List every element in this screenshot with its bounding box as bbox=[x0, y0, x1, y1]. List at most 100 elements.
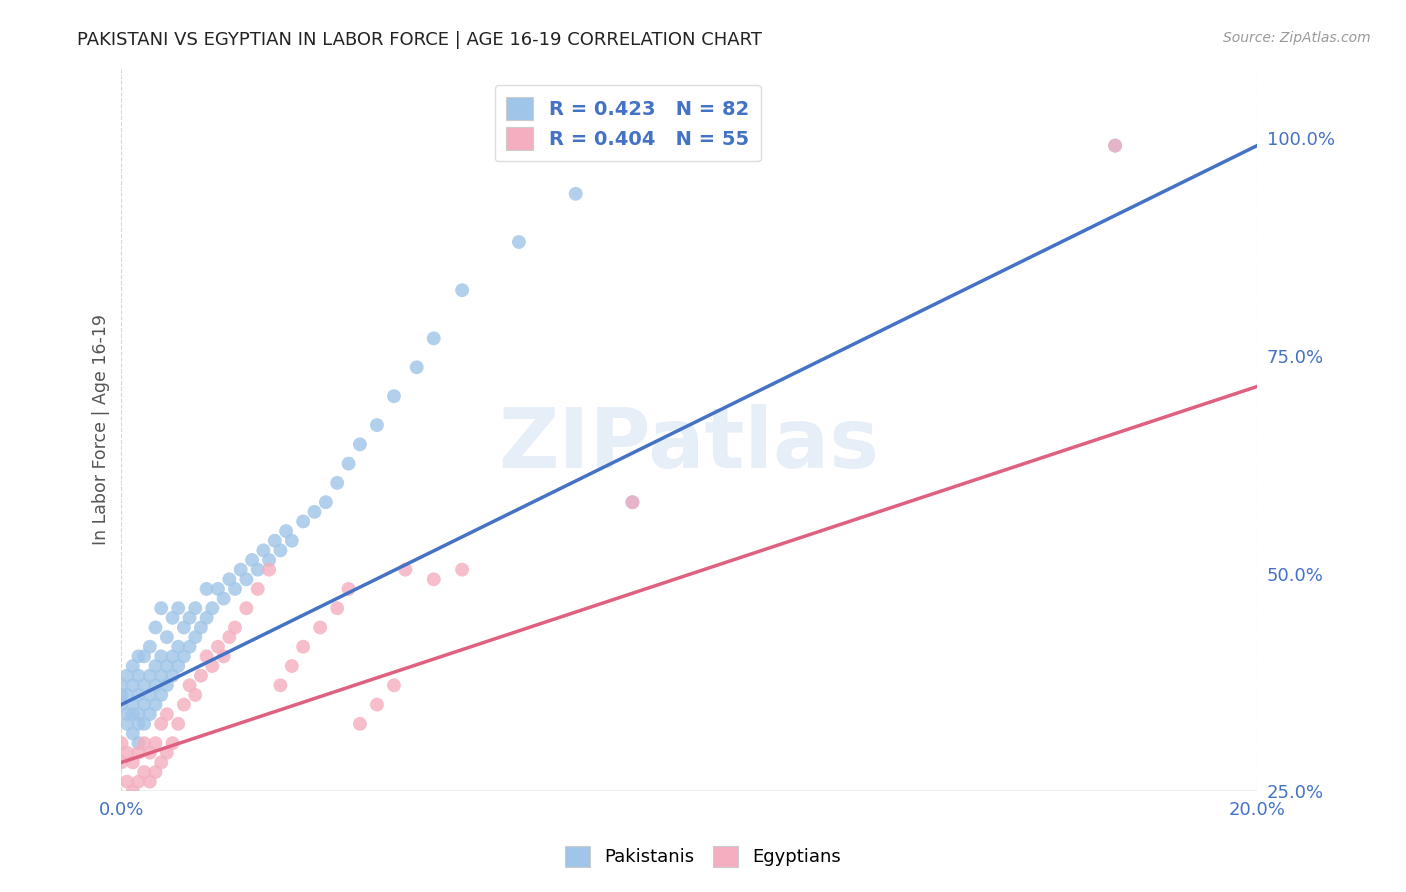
Point bbox=[394, 563, 416, 577]
Point bbox=[127, 649, 149, 664]
Point bbox=[115, 707, 138, 722]
Point bbox=[145, 698, 167, 712]
Point bbox=[240, 553, 263, 567]
Point bbox=[110, 688, 132, 702]
Point bbox=[162, 611, 184, 625]
Point bbox=[179, 678, 201, 692]
Point bbox=[121, 707, 143, 722]
Point bbox=[121, 659, 143, 673]
Point bbox=[134, 716, 156, 731]
Point bbox=[292, 640, 315, 654]
Point bbox=[201, 601, 224, 615]
Point bbox=[127, 746, 149, 760]
Point bbox=[145, 678, 167, 692]
Text: Source: ZipAtlas.com: Source: ZipAtlas.com bbox=[1223, 31, 1371, 45]
Point bbox=[621, 495, 644, 509]
Point bbox=[212, 591, 235, 606]
Point bbox=[224, 582, 246, 596]
Legend: Pakistanis, Egyptians: Pakistanis, Egyptians bbox=[558, 838, 848, 874]
Point bbox=[212, 649, 235, 664]
Point bbox=[246, 563, 269, 577]
Point bbox=[451, 563, 474, 577]
Point bbox=[235, 601, 257, 615]
Point bbox=[139, 746, 162, 760]
Point bbox=[195, 611, 218, 625]
Point bbox=[281, 533, 304, 548]
Point bbox=[156, 659, 179, 673]
Point bbox=[263, 533, 285, 548]
Point bbox=[145, 659, 167, 673]
Point bbox=[366, 418, 388, 433]
Point bbox=[269, 543, 291, 558]
Point bbox=[252, 543, 274, 558]
Point bbox=[173, 649, 195, 664]
Point bbox=[121, 698, 143, 712]
Point bbox=[195, 582, 218, 596]
Point bbox=[121, 756, 143, 770]
Point bbox=[257, 553, 280, 567]
Point bbox=[145, 736, 167, 750]
Point bbox=[349, 437, 371, 451]
Point bbox=[422, 331, 444, 345]
Point bbox=[156, 746, 179, 760]
Point bbox=[127, 736, 149, 750]
Point bbox=[195, 649, 218, 664]
Point bbox=[451, 283, 474, 297]
Point bbox=[121, 784, 143, 798]
Point bbox=[274, 524, 297, 538]
Point bbox=[229, 563, 252, 577]
Point bbox=[150, 668, 173, 682]
Point bbox=[218, 630, 240, 644]
Point bbox=[121, 726, 143, 740]
Point bbox=[156, 678, 179, 692]
Point bbox=[110, 756, 132, 770]
Point bbox=[173, 620, 195, 634]
Point bbox=[382, 678, 405, 692]
Point bbox=[127, 774, 149, 789]
Point bbox=[304, 505, 326, 519]
Point bbox=[150, 649, 173, 664]
Point bbox=[167, 716, 190, 731]
Point bbox=[150, 601, 173, 615]
Point bbox=[326, 601, 349, 615]
Point bbox=[167, 601, 190, 615]
Point bbox=[337, 582, 360, 596]
Point bbox=[246, 582, 269, 596]
Y-axis label: In Labor Force | Age 16-19: In Labor Force | Age 16-19 bbox=[93, 314, 110, 545]
Point bbox=[162, 649, 184, 664]
Point bbox=[508, 235, 530, 249]
Point bbox=[422, 572, 444, 586]
Point bbox=[115, 716, 138, 731]
Point bbox=[145, 620, 167, 634]
Point bbox=[139, 688, 162, 702]
Point bbox=[269, 678, 291, 692]
Point bbox=[127, 707, 149, 722]
Point bbox=[207, 640, 229, 654]
Point bbox=[184, 601, 207, 615]
Point bbox=[179, 611, 201, 625]
Point bbox=[134, 764, 156, 779]
Point bbox=[1104, 138, 1126, 153]
Point bbox=[115, 688, 138, 702]
Point bbox=[139, 640, 162, 654]
Point bbox=[127, 668, 149, 682]
Point bbox=[127, 804, 149, 818]
Point bbox=[156, 630, 179, 644]
Legend: R = 0.423   N = 82, R = 0.404   N = 55: R = 0.423 N = 82, R = 0.404 N = 55 bbox=[495, 86, 761, 161]
Point bbox=[167, 640, 190, 654]
Point bbox=[1104, 138, 1126, 153]
Point bbox=[127, 716, 149, 731]
Point bbox=[257, 563, 280, 577]
Point bbox=[115, 668, 138, 682]
Point bbox=[382, 389, 405, 403]
Point bbox=[349, 716, 371, 731]
Point bbox=[201, 659, 224, 673]
Point bbox=[110, 736, 132, 750]
Point bbox=[292, 515, 315, 529]
Point bbox=[218, 572, 240, 586]
Point bbox=[139, 668, 162, 682]
Point bbox=[134, 649, 156, 664]
Point bbox=[309, 620, 332, 634]
Point bbox=[150, 716, 173, 731]
Point bbox=[134, 678, 156, 692]
